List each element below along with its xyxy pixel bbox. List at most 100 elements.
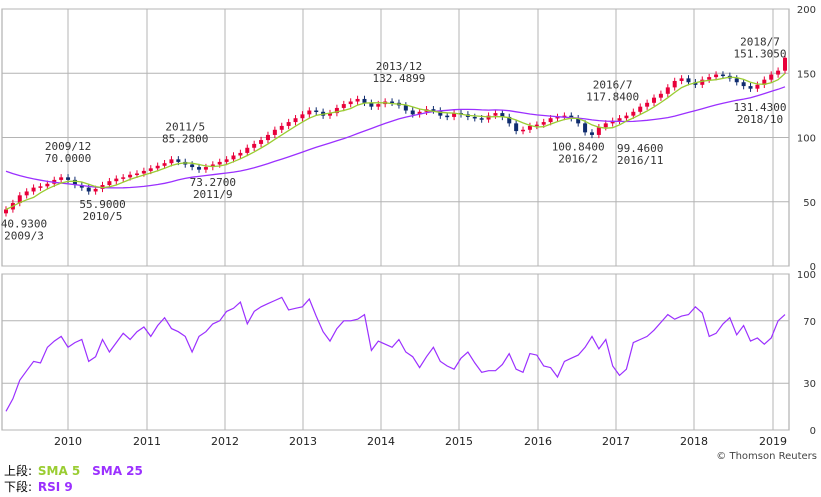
candle-body — [762, 79, 767, 85]
candle-body — [714, 74, 719, 78]
annotation-date: 2009/3 — [4, 229, 44, 242]
annotation-date: 2016/2 — [558, 152, 598, 165]
annotation-value: 117.8400 — [586, 91, 639, 104]
annotation-date: 2016/11 — [617, 154, 663, 167]
price-y-tick-label: 0 — [810, 262, 816, 273]
annotation-value: 132.4899 — [372, 72, 425, 85]
candle-body — [589, 132, 594, 135]
candle-body — [472, 116, 477, 119]
rsi-line — [5, 296, 786, 412]
candle-body — [86, 187, 91, 192]
candle-body — [259, 140, 264, 144]
x-tick-label: 2018 — [680, 435, 708, 448]
candle-body — [24, 191, 29, 196]
annotation-value: 40.9300 — [1, 217, 47, 230]
candle-body — [128, 174, 133, 178]
annotation-value: 151.3050 — [734, 48, 787, 61]
candle-body — [493, 113, 498, 116]
candle-body — [4, 209, 8, 214]
candle-body — [507, 116, 512, 124]
sma25-line — [5, 86, 786, 189]
annotation-date: 2016/7 — [593, 79, 633, 92]
candle-body — [410, 110, 415, 115]
candle-body — [431, 109, 436, 111]
candle-body — [390, 101, 395, 104]
candle-body — [203, 167, 208, 170]
candle-body — [672, 80, 677, 88]
candle-body — [624, 115, 629, 119]
candle-body — [521, 129, 526, 132]
candle-body — [265, 134, 270, 141]
legend-upper: 上段: SMA 5 SMA 25 — [4, 464, 143, 478]
candle-body — [210, 164, 215, 168]
candle-body — [569, 115, 574, 119]
candle-body — [107, 181, 112, 186]
candle-body — [341, 104, 346, 108]
annotation-value: 85.2800 — [162, 132, 208, 145]
candle-body — [417, 111, 422, 115]
candle-body — [93, 188, 98, 192]
candle-body — [748, 86, 753, 89]
rsi-panel: 0 30 70 100 2010 2011 2012 2013 2014 2015 2016 2017… — [1, 270, 816, 448]
annotation-value: 99.4600 — [617, 142, 663, 155]
candle-body — [355, 98, 360, 102]
candle-body — [534, 124, 539, 127]
candle-body — [403, 105, 408, 111]
candle-body — [755, 84, 760, 89]
candle-body — [245, 147, 250, 153]
candle-body — [314, 110, 319, 113]
candle-body — [224, 159, 229, 162]
x-tick-label: 2019 — [759, 435, 787, 448]
candle-body — [479, 118, 484, 120]
candle-body — [272, 129, 277, 135]
candle-body — [328, 113, 333, 116]
candle-body — [783, 57, 787, 71]
legend-lower: 下段: RSI 9 — [4, 480, 73, 494]
candle-body — [445, 115, 450, 118]
annotation-value: 55.9000 — [79, 198, 125, 211]
candle-body — [279, 125, 284, 130]
candle-body — [679, 78, 684, 81]
candle-body — [700, 79, 705, 85]
x-tick-label: 2016 — [524, 435, 552, 448]
x-tick-label: 2014 — [367, 435, 395, 448]
x-tick-label: 2012 — [211, 435, 239, 448]
legend-lower-label: 下段: — [4, 480, 33, 494]
candle-body — [231, 155, 236, 160]
candle-body — [548, 118, 553, 123]
candle-body — [300, 114, 305, 119]
candle-body — [452, 113, 457, 117]
candle-body — [141, 170, 146, 174]
candle-body — [617, 118, 622, 121]
price-y-tick-label: 50 — [803, 198, 816, 209]
candle-body — [121, 177, 126, 179]
candle-body — [362, 98, 367, 103]
x-tick-label: 2017 — [602, 435, 630, 448]
candle-body — [438, 110, 443, 116]
candle-body — [645, 102, 650, 107]
candle-body — [652, 97, 657, 103]
x-tick-label: 2011 — [133, 435, 161, 448]
candle-body — [514, 123, 519, 132]
candle-body — [693, 82, 698, 85]
candle-body — [38, 186, 43, 188]
candle-body — [72, 179, 77, 186]
candle-body — [252, 143, 257, 148]
annotation-value: 131.4300 — [734, 101, 787, 114]
x-tick-label: 2013 — [289, 435, 317, 448]
candle-body — [583, 123, 588, 133]
candle-body — [238, 152, 243, 156]
candle-body — [45, 183, 50, 187]
x-tick-label: 2010 — [54, 435, 82, 448]
candle-body — [555, 116, 560, 119]
price-y-tick-label: 150 — [797, 69, 816, 80]
candle-body — [541, 122, 546, 125]
price-y-tick-label: 100 — [797, 134, 816, 145]
candle-body — [486, 115, 491, 120]
annotation-value: 100.8400 — [552, 140, 605, 153]
candle-body — [610, 120, 615, 124]
candle-body — [348, 101, 353, 105]
candle-body — [596, 127, 601, 135]
